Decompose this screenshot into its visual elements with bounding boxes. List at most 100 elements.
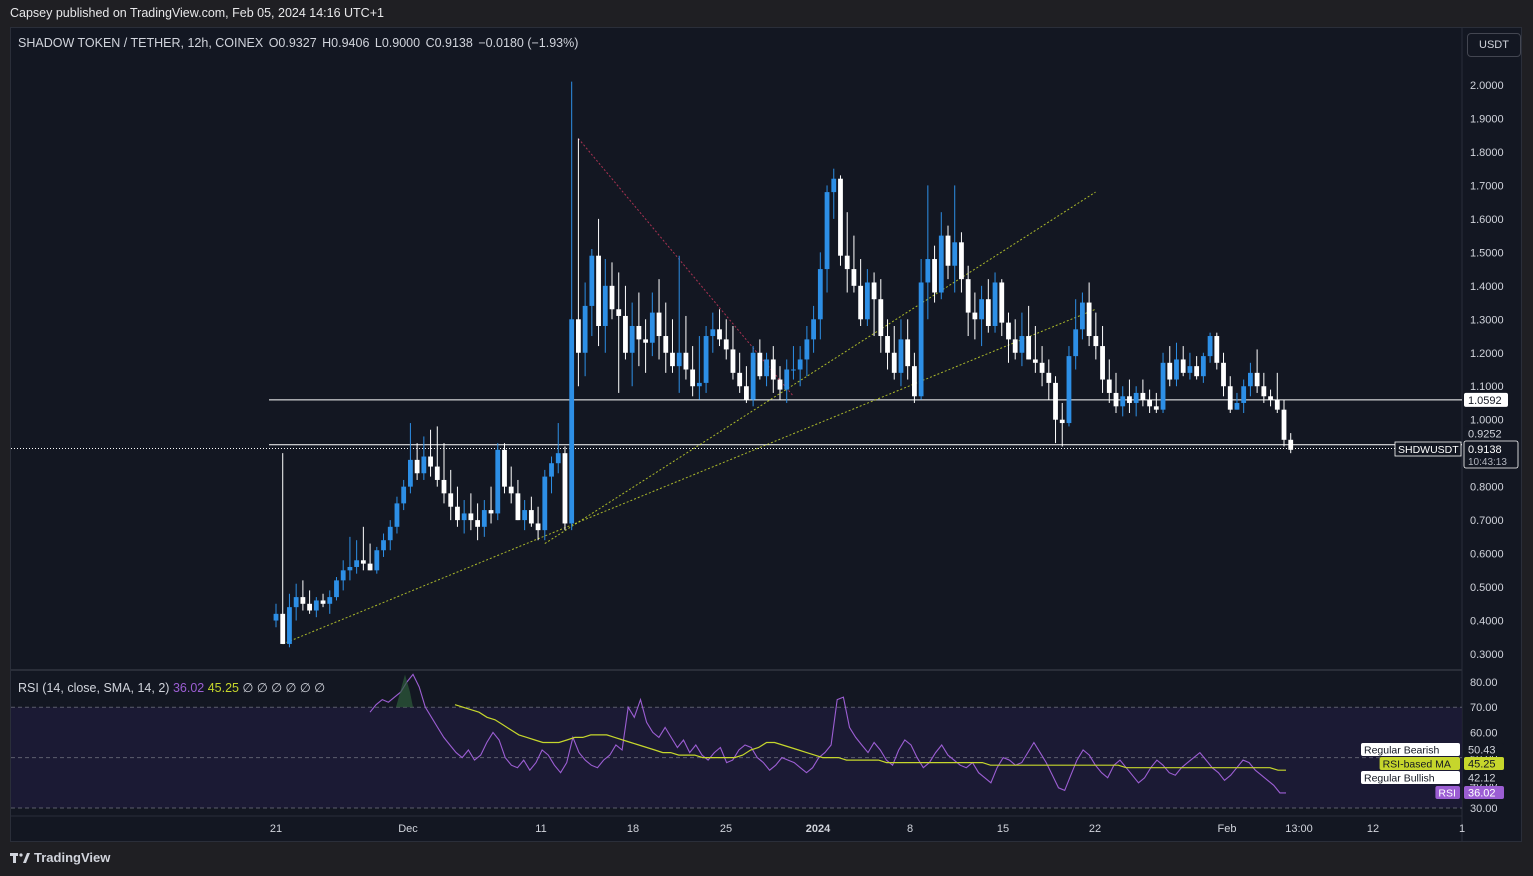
candle-body — [985, 299, 991, 326]
candle-body — [1194, 366, 1200, 377]
candle-body — [945, 235, 951, 266]
price-tick-label: 0.3000 — [1470, 649, 1504, 661]
candle-body — [1167, 362, 1173, 380]
candle-body — [1268, 396, 1273, 400]
candle-body — [1180, 359, 1186, 373]
candle-body — [690, 369, 696, 387]
candle-body — [1288, 439, 1294, 450]
candle-body — [320, 600, 326, 604]
candle-body — [1140, 392, 1146, 400]
candle-body — [468, 513, 474, 521]
candle-body — [441, 479, 447, 494]
candle-body — [1046, 372, 1052, 383]
price-tick-label: 0.7000 — [1470, 515, 1504, 527]
candle-body — [1059, 419, 1065, 424]
candle-body — [354, 560, 360, 567]
candle-body — [831, 178, 837, 193]
candle-body — [1214, 336, 1220, 363]
candle-body — [811, 319, 816, 340]
candle-body — [327, 597, 333, 604]
candle-body — [555, 453, 561, 464]
candle-body — [952, 242, 958, 266]
candle-body — [1053, 382, 1058, 420]
rsi-line — [369, 673, 1286, 794]
candle-body — [764, 359, 769, 377]
candle-body — [421, 456, 427, 474]
candle-body — [374, 550, 380, 571]
candle-body — [1019, 336, 1025, 353]
rsi-tick-label: 80.00 — [1470, 677, 1498, 689]
time-tick-label: 13:00 — [1285, 823, 1313, 835]
candle-body — [676, 352, 682, 367]
candle-body — [596, 255, 601, 326]
candle-body — [360, 560, 366, 564]
candle-body — [1086, 302, 1092, 337]
symbol-title[interactable]: SHADOW TOKEN / TETHER, 12h, COINEX — [18, 36, 264, 50]
price-tick-label: 2.0000 — [1470, 80, 1504, 92]
price-tick-label: 1.2000 — [1470, 348, 1504, 360]
candle-body — [649, 312, 655, 343]
time-tick-label: 2024 — [806, 823, 831, 835]
candle-body — [347, 566, 353, 571]
candle-body — [744, 386, 749, 400]
candle-body — [481, 510, 487, 527]
rsi-tick-label: 70.00 — [1470, 702, 1498, 714]
candle-body — [623, 315, 628, 353]
chart-frame[interactable] — [10, 27, 1522, 842]
candle-body — [885, 336, 890, 353]
time-tick-label: 25 — [720, 823, 732, 835]
candle-body — [313, 600, 319, 611]
candle-body — [925, 259, 931, 283]
candle-body — [1012, 339, 1018, 353]
rsi-overbought-fill — [396, 674, 413, 708]
candle-body — [1113, 392, 1119, 407]
candle-body — [643, 339, 648, 343]
candle-body — [797, 359, 803, 370]
rsi-right-label-name: RSI — [1438, 788, 1456, 800]
candle-body — [475, 520, 480, 527]
time-tick-label: 8 — [907, 823, 913, 835]
candle-body — [730, 349, 736, 373]
rsi-ma-line — [454, 704, 1286, 771]
price-tick-label: 1.5000 — [1470, 247, 1504, 259]
rsi-right-label-name: RSI-based MA — [1383, 759, 1451, 771]
candle-body — [912, 366, 917, 397]
candle-body — [381, 540, 386, 551]
candle-body — [891, 352, 897, 373]
candle-body — [461, 513, 467, 521]
candle-body — [300, 597, 306, 604]
candle-body — [864, 282, 870, 320]
candle-body — [1174, 359, 1179, 380]
price-tick-label: 1.7000 — [1470, 180, 1504, 192]
candle-body — [757, 352, 763, 377]
candle-body — [307, 603, 312, 611]
time-tick-label: 21 — [270, 823, 282, 835]
candle-body — [280, 613, 286, 644]
rsi-right-value-bg — [1464, 771, 1504, 784]
candle-body — [1153, 406, 1159, 410]
candle-body — [522, 510, 528, 521]
candle-body — [878, 299, 884, 337]
rsi-tick-label: 30.00 — [1470, 803, 1498, 815]
time-tick-label: 12 — [1367, 823, 1379, 835]
legend-high: H0.9406 — [322, 36, 370, 50]
rsi-title[interactable]: RSI (14, close, SMA, 14, 2) — [18, 681, 170, 695]
currency-button[interactable]: USDT — [1467, 33, 1521, 57]
candle-body — [515, 493, 521, 521]
candle-body — [723, 339, 729, 350]
rsi-right-value-bg — [1464, 786, 1504, 799]
rsi-right-label-name: Regular Bullish — [1364, 773, 1435, 785]
rsi-right-value-bg — [1464, 743, 1504, 756]
price-tag-level-2: 0.9252 — [1468, 429, 1502, 441]
rsi-right-label-bg — [1435, 786, 1460, 799]
candle-body — [502, 449, 507, 487]
candle-body — [1006, 322, 1011, 340]
price-tick-label: 1.1000 — [1470, 381, 1504, 393]
candle-body — [844, 255, 850, 270]
price-tick-label: 1.9000 — [1470, 113, 1504, 125]
rsi-legend: RSI (14, close, SMA, 14, 2) 36.02 45.25 … — [18, 680, 325, 695]
candle-body — [918, 282, 924, 397]
candle-body — [340, 570, 346, 581]
candle-body — [448, 493, 454, 507]
